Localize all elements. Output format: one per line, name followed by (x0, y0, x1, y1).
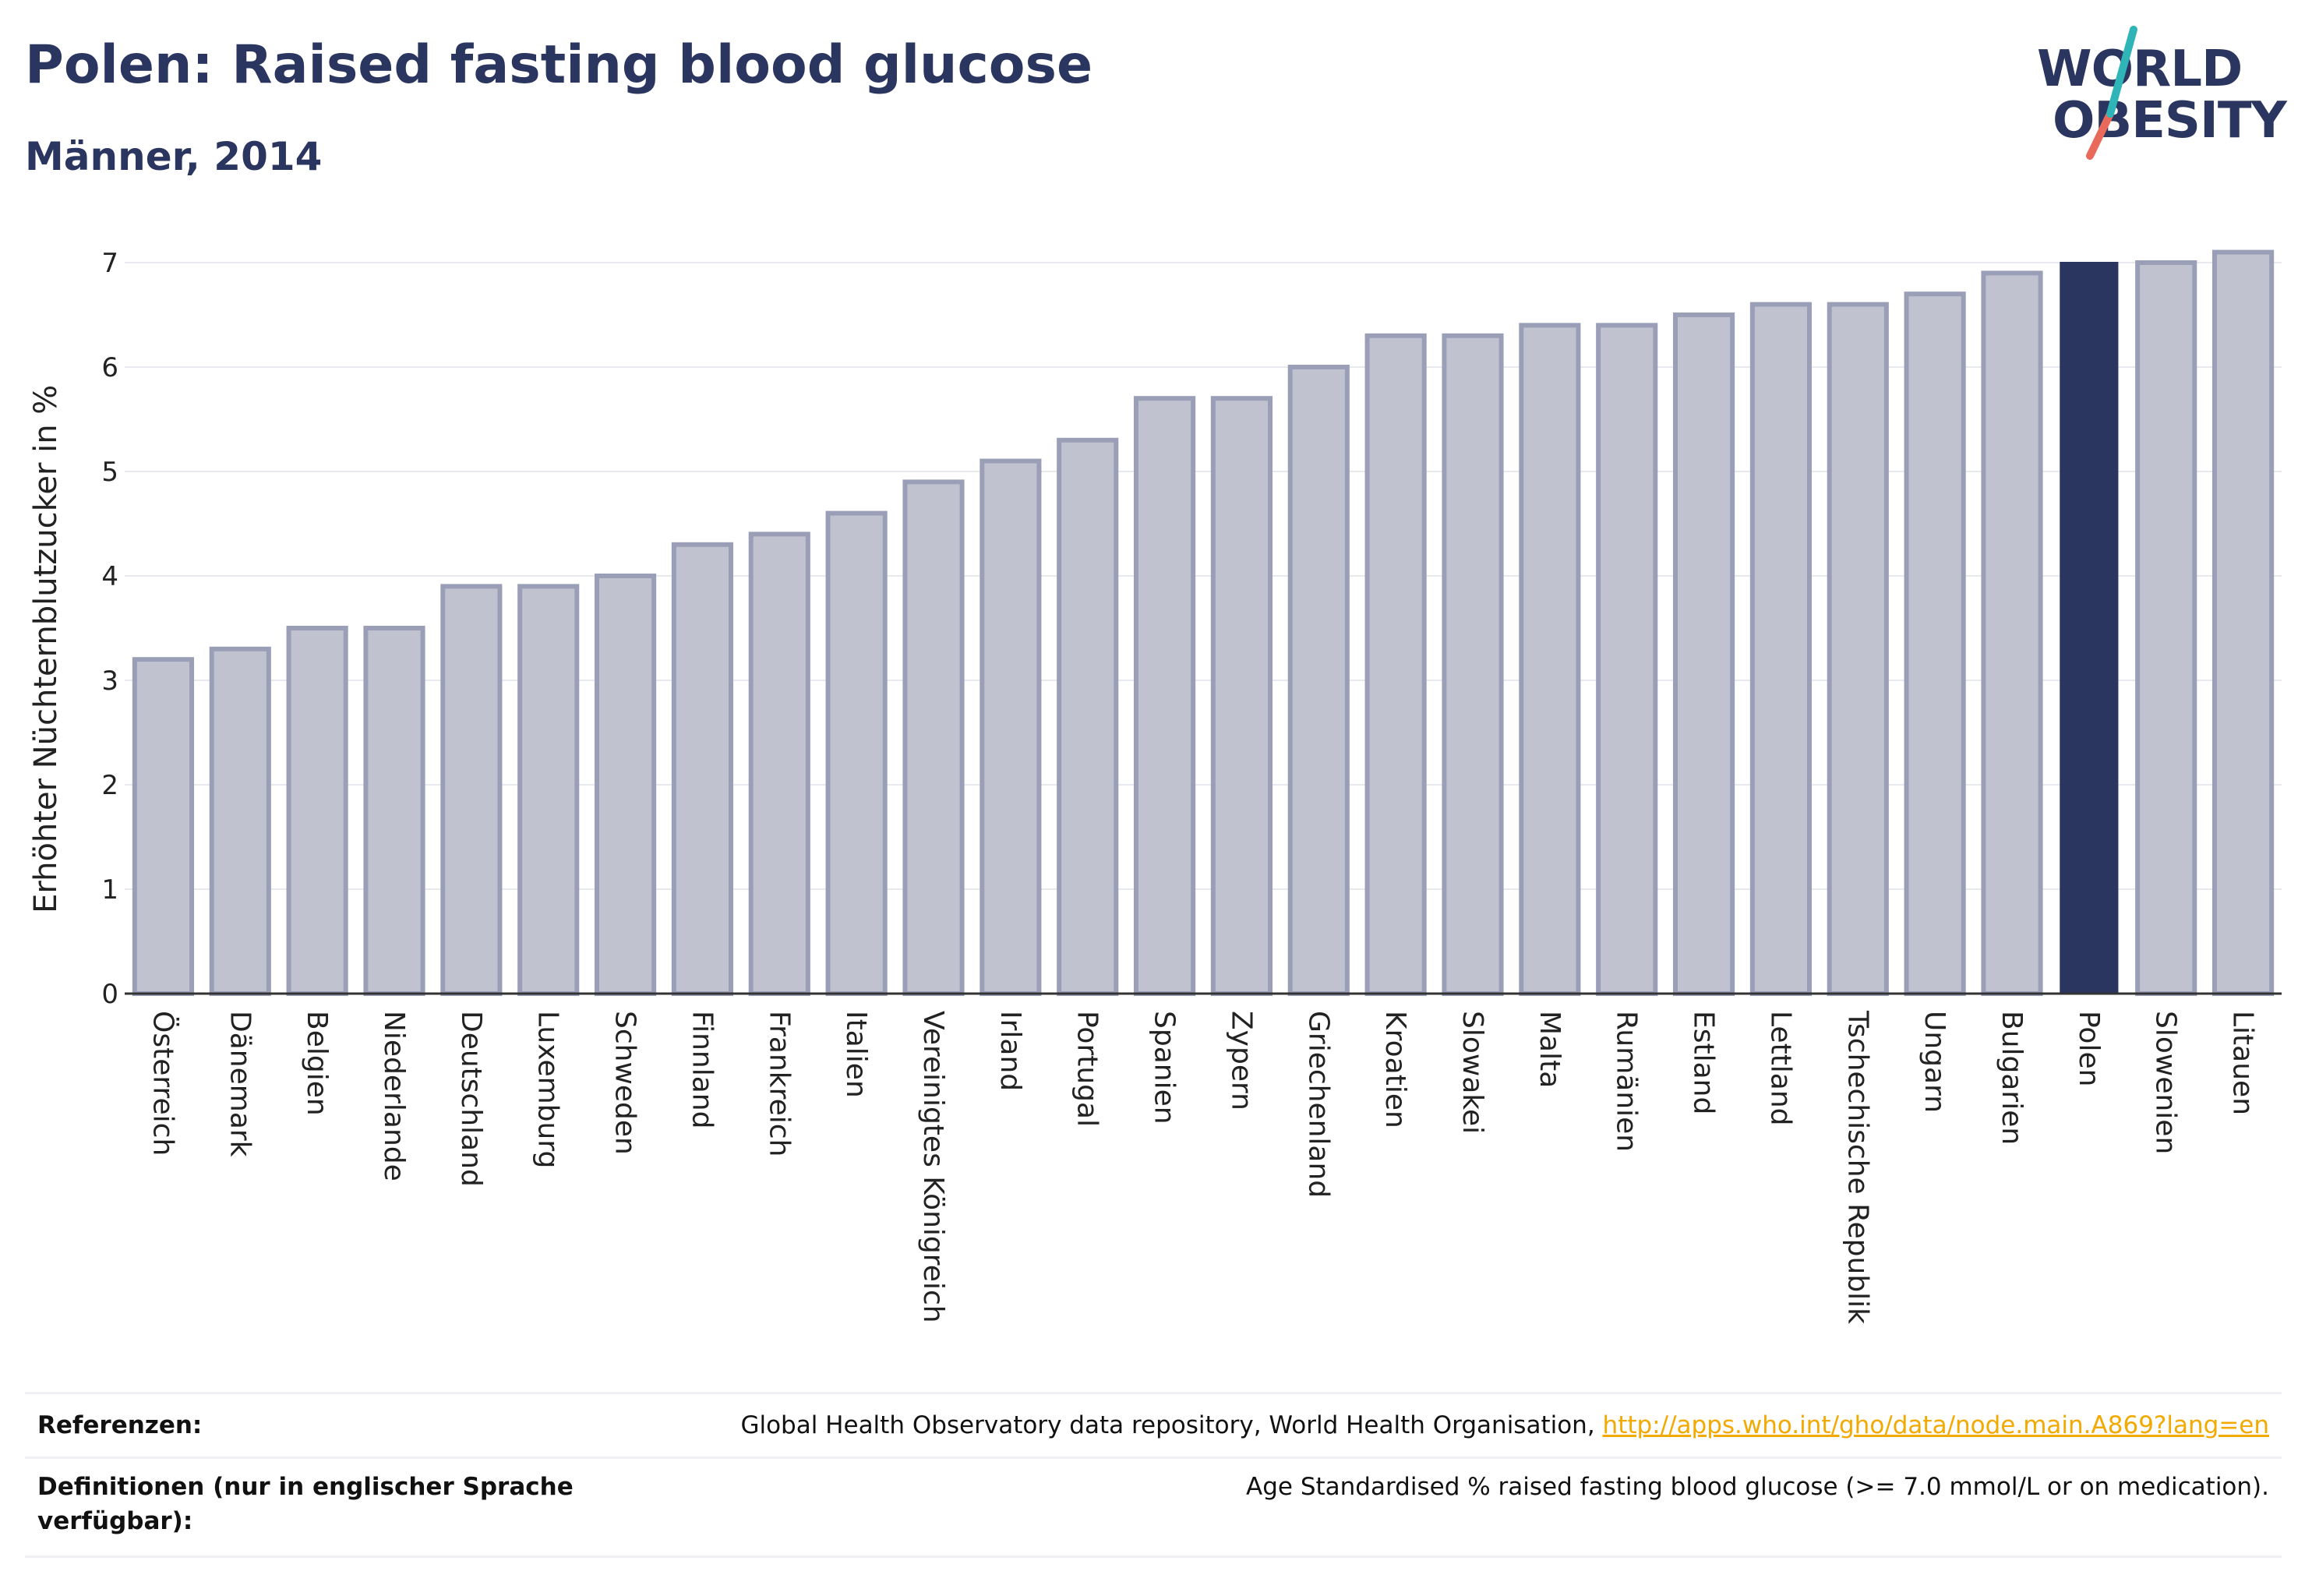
bar-slowenien (2135, 260, 2197, 996)
bar-belgien (286, 626, 348, 996)
y-tick-label: 3 (101, 666, 118, 697)
y-tick-label: 1 (101, 874, 118, 906)
bar-estland (1672, 312, 1735, 996)
x-tick-label: Litauen (2227, 1011, 2259, 1115)
x-tick-label: Deutschland (455, 1011, 487, 1187)
logo-slash-icon (2086, 26, 2137, 160)
x-tick-label: Griechenland (1302, 1011, 1334, 1198)
bar-kroatien (1364, 333, 1427, 997)
x-tick-label: Lettland (1764, 1011, 1796, 1126)
bar-frankreich (748, 531, 810, 996)
x-tick-label: Rumänien (1611, 1011, 1643, 1152)
bar-lettland (1749, 302, 1813, 997)
world-obesity-logo: WORLD OBESITY (2026, 22, 2291, 162)
bar-polen (2060, 262, 2119, 994)
x-tick-label: Estland (1688, 1011, 1720, 1114)
bar-rumänien (1596, 323, 1658, 996)
bar-niederlande (363, 626, 425, 996)
y-axis-label: Erhöhter Nüchternblutzucker in % (28, 385, 64, 913)
x-tick-label: Ungarn (1918, 1011, 1950, 1113)
references-value: Global Health Observatory data repositor… (740, 1408, 2269, 1442)
bar-bulgarien (1981, 270, 2043, 996)
x-tick-label: Dänemark (224, 1011, 256, 1157)
logo-line-1: WORLD (2037, 41, 2243, 98)
x-tick-label: Luxemburg (532, 1011, 564, 1168)
x-tick-label: Slowakei (1456, 1011, 1488, 1134)
x-tick-label: Zypern (1225, 1011, 1257, 1110)
bar-vereinigtes-königreich (902, 479, 965, 996)
x-tick-label: Niederlande (378, 1011, 410, 1181)
bar-zypern (1210, 396, 1273, 996)
references-link[interactable]: http://apps.who.int/gho/data/node.main.A… (1602, 1411, 2269, 1439)
x-tick-label: Italien (840, 1011, 872, 1098)
footer: Referenzen: Global Health Observatory da… (25, 1392, 2282, 1558)
references-label: Referenzen: (37, 1411, 203, 1439)
chart-title: Polen: Raised fasting blood glucose (25, 34, 1093, 96)
y-tick-label: 2 (101, 770, 118, 801)
references-row: Referenzen: Global Health Observatory da… (25, 1392, 2282, 1457)
y-tick-label: 0 (101, 979, 118, 1010)
bar-ungarn (1904, 291, 1966, 996)
bar-slowakei (1442, 333, 1504, 997)
y-tick-label: 4 (101, 561, 118, 592)
chart-subtitle: Männer, 2014 (25, 134, 323, 179)
bar-litauen (2211, 249, 2275, 997)
x-tick-label: Tschechische Republik (1841, 1010, 1873, 1324)
x-tick-label: Schweden (609, 1011, 641, 1155)
x-tick-label: Belgien (301, 1011, 333, 1116)
x-tick-label: Slowenien (2150, 1011, 2182, 1154)
bar-malta (1519, 323, 1581, 996)
x-tick-label: Malta (1534, 1011, 1565, 1088)
x-tick-label: Frankreich (763, 1011, 795, 1156)
definitions-value: Age Standardised % raised fasting blood … (1246, 1473, 2269, 1501)
x-tick-label: Bulgarien (1996, 1011, 2028, 1145)
bar-tschechische-republik (1827, 302, 1889, 997)
bar-griechenland (1287, 365, 1350, 996)
definitions-row: Definitionen (nur in englischer Sprache … (25, 1457, 2282, 1558)
y-tick-label: 6 (101, 352, 118, 383)
bar-deutschland (440, 584, 503, 996)
definitions-label: Definitionen (nur in englischer Sprache … (37, 1473, 574, 1535)
references-text: Global Health Observatory data repositor… (740, 1411, 1603, 1439)
bar-schweden (594, 574, 657, 996)
y-tick-label: 5 (101, 457, 118, 488)
bar-dänemark (209, 646, 271, 996)
bar-luxemburg (517, 584, 580, 996)
x-tick-label: Spanien (1149, 1011, 1181, 1125)
bar-chart: 0 1 2 3 4 5 6 7 Erhöhter Nüchternblutzucker in %… (28, 248, 2282, 1324)
x-tick-label: Österreich (146, 1011, 179, 1156)
x-tick-label: Polen (2073, 1011, 2105, 1086)
x-tick-label: Kroatien (1379, 1011, 1411, 1128)
x-tick-label: Irland (994, 1011, 1026, 1091)
bar-portugal (1057, 437, 1119, 996)
y-tick-label: 7 (101, 248, 118, 279)
bar-italien (825, 510, 888, 997)
x-tick-label: Portugal (1071, 1011, 1103, 1127)
bar-spanien (1133, 396, 1196, 996)
x-tick-label: Finnland (686, 1011, 718, 1128)
bar-finnland (671, 542, 734, 996)
x-tick-label: Vereinigtes Königreich (917, 1011, 949, 1323)
bar-irland (980, 458, 1042, 997)
logo-line-2: OBESITY (2053, 92, 2287, 150)
bar-österreich (132, 657, 195, 996)
